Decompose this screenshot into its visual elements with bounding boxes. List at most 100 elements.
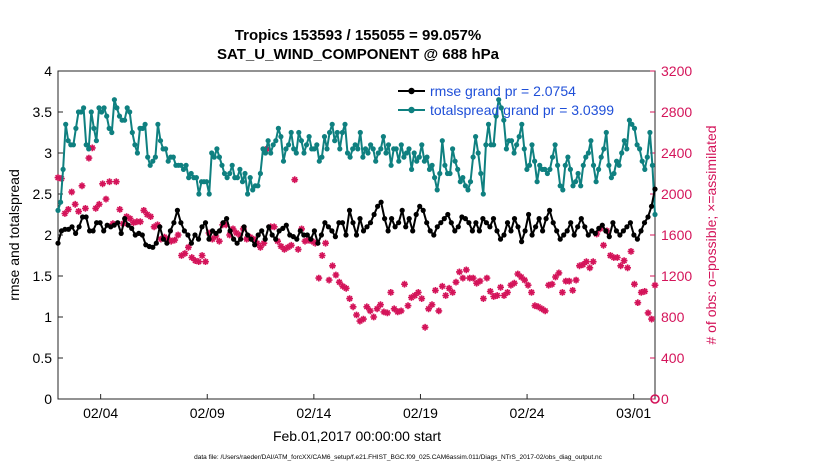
obs-point <box>637 289 645 296</box>
totalspread-point <box>385 142 392 148</box>
totalspread-point <box>109 129 115 136</box>
rmse-point <box>445 211 451 218</box>
totalspread-point <box>493 113 499 119</box>
rmse-point <box>501 232 507 238</box>
totalspread-point <box>619 150 625 156</box>
totalspread-point <box>283 146 289 152</box>
rmse-point <box>596 225 602 231</box>
totalspread-point <box>132 142 138 148</box>
rmse-point <box>304 232 310 238</box>
rmse-point <box>188 240 194 246</box>
totalspread-point <box>460 175 466 181</box>
obs-point <box>215 237 223 245</box>
totalspread-point <box>247 175 253 181</box>
rmse-point <box>540 228 546 234</box>
obs-point <box>112 178 120 186</box>
totalspread-point <box>365 150 371 156</box>
footer-datafile: data file: /Users/raeder/DAI/ATM_forcXX/… <box>194 454 603 461</box>
obs-point <box>435 307 443 315</box>
rmse-point <box>378 199 384 205</box>
totalspread-point <box>114 105 120 111</box>
totalspread-point <box>393 146 399 152</box>
obs-point <box>404 302 412 310</box>
totalspread-point <box>470 154 476 160</box>
totalspread-point <box>129 129 135 136</box>
totalspread-point <box>424 154 430 160</box>
y-tick-label: 0 <box>44 391 52 407</box>
totalspread-point <box>590 162 597 168</box>
y2-axis-label: # of obs: o=possible; ×=assimilated <box>703 125 719 344</box>
totalspread-point <box>150 158 156 164</box>
rmse-point <box>529 232 535 238</box>
totalspread-point <box>483 142 489 148</box>
totalspread-point <box>542 166 548 172</box>
x-tick-label: 02/14 <box>296 405 331 421</box>
y-tick-label: 2 <box>44 227 52 243</box>
totalspread-point <box>511 150 517 156</box>
totalspread-point <box>311 146 317 152</box>
totalspread-point <box>211 154 217 160</box>
obs-point <box>510 279 518 287</box>
totalspread-point <box>96 105 102 111</box>
obs-point <box>123 213 130 220</box>
rmse-point <box>129 225 135 231</box>
totalspread-point <box>439 138 445 144</box>
rmse-point <box>245 232 251 238</box>
rmse-point <box>641 220 648 226</box>
totalspread-point <box>598 154 604 160</box>
obs-point <box>198 252 206 259</box>
rmse-point <box>550 220 556 226</box>
obs-point <box>462 266 470 274</box>
obs-point <box>507 281 515 289</box>
obs-point <box>565 277 573 285</box>
rmse-point <box>638 228 644 234</box>
totalspread-point <box>606 162 612 168</box>
totalspread-point <box>298 138 304 144</box>
totalspread-point <box>455 166 461 172</box>
obs-point <box>552 273 559 281</box>
rmse-point <box>420 207 426 213</box>
rmse-point <box>255 232 261 238</box>
rmse-point <box>431 232 437 238</box>
totalspread-point <box>257 170 263 177</box>
obs-point <box>517 273 525 281</box>
rmse-point <box>592 230 598 236</box>
rmse-point <box>220 220 226 226</box>
rmse-point <box>97 220 103 226</box>
totalspread-point <box>580 162 586 168</box>
obs-point <box>147 213 154 220</box>
totalspread-point <box>216 154 222 160</box>
rmse-point <box>329 228 335 234</box>
obs-point <box>610 254 618 261</box>
rmse-point <box>571 232 577 238</box>
obs-point <box>617 262 625 270</box>
obs-point <box>209 235 216 243</box>
totalspread-point <box>342 121 348 127</box>
y-tick-label: 1 <box>44 309 52 325</box>
rmse-point <box>231 236 237 242</box>
totalspread-point <box>280 158 287 164</box>
rmse-point <box>76 224 82 230</box>
rmse-point <box>424 220 430 226</box>
totalspread-point <box>93 138 99 144</box>
rmse-point <box>375 203 381 209</box>
obs-point <box>339 282 347 290</box>
rmse-point <box>585 232 591 238</box>
totalspread-point <box>557 183 563 189</box>
y2-tick-label: 0 <box>661 391 669 407</box>
totalspread-point <box>334 129 340 136</box>
rmse-point <box>353 232 360 238</box>
totalspread-point <box>567 166 574 172</box>
y-tick-label: 0.5 <box>33 350 53 366</box>
obs-point <box>486 288 494 295</box>
totalspread-point <box>239 179 246 185</box>
totalspread-point <box>485 121 492 127</box>
obs-point <box>174 231 182 239</box>
rmse-point <box>280 225 286 231</box>
totalspread-point <box>127 109 133 115</box>
rmse-point <box>511 216 518 222</box>
obs-point <box>521 276 528 284</box>
rmse-point <box>178 220 184 226</box>
obs-point <box>442 292 450 299</box>
rmse-point <box>364 224 370 230</box>
